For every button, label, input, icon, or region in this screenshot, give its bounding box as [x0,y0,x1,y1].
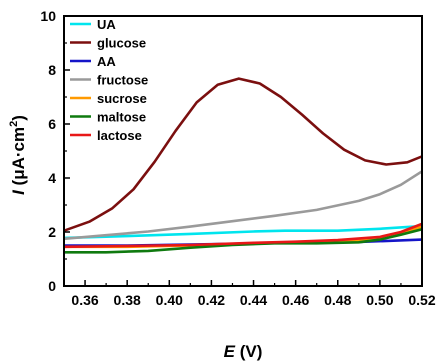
y-tick-label: 0 [48,278,56,294]
y-tick-label: 8 [48,62,56,78]
y-tick-label: 2 [48,224,56,240]
x-tick-label: 0.52 [408,292,435,308]
y-axis: 0 2 4 6 8 10 [40,8,70,294]
x-axis-title-var: E [224,342,236,361]
series-line-glucose [64,77,422,232]
y-axis-title-sup: 2 [8,121,20,127]
series-line-UA [64,224,422,240]
x-tick-label: 0.44 [240,292,267,308]
series-line-fructose [64,170,422,241]
legend: UA glucose AA fructose sucrose maltose lactose [70,17,148,143]
x-tick-label: 0.48 [324,292,351,308]
legend-label-maltose: maltose [97,110,146,125]
x-tick-label: 0.42 [198,292,225,308]
y-axis-title-var: I [9,189,28,195]
x-tick-label: 0.50 [366,292,393,308]
x-axis: 0.36 0.38 0.40 0.42 0.44 0.46 0.48 0.50 0.52 [63,280,436,308]
y-tick-label: 6 [48,116,56,132]
legend-label-glucose: glucose [97,36,146,51]
y-axis-title-unit: (μA·cm [9,127,28,190]
series-layer [64,77,422,254]
legend-label-lactose: lactose [97,128,142,143]
legend-label-fructose: fructose [97,73,148,88]
y-axis-title-close: ) [9,115,28,121]
x-tick-label: 0.36 [71,292,98,308]
x-tick-label: 0.46 [282,292,309,308]
y-tick-label: 10 [40,8,56,24]
y-axis-title: I (μA·cm2) [8,115,28,195]
legend-label-sucrose: sucrose [97,91,147,106]
x-axis-title-unit: (V) [235,342,262,361]
x-axis-title: E (V) [224,342,263,361]
legend-label-AA: AA [97,54,116,69]
x-tick-label: 0.40 [156,292,183,308]
legend-label-UA: UA [97,17,116,32]
series-line-lactose [64,222,422,249]
y-tick-label: 4 [48,170,56,186]
x-tick-label: 0.38 [114,292,141,308]
